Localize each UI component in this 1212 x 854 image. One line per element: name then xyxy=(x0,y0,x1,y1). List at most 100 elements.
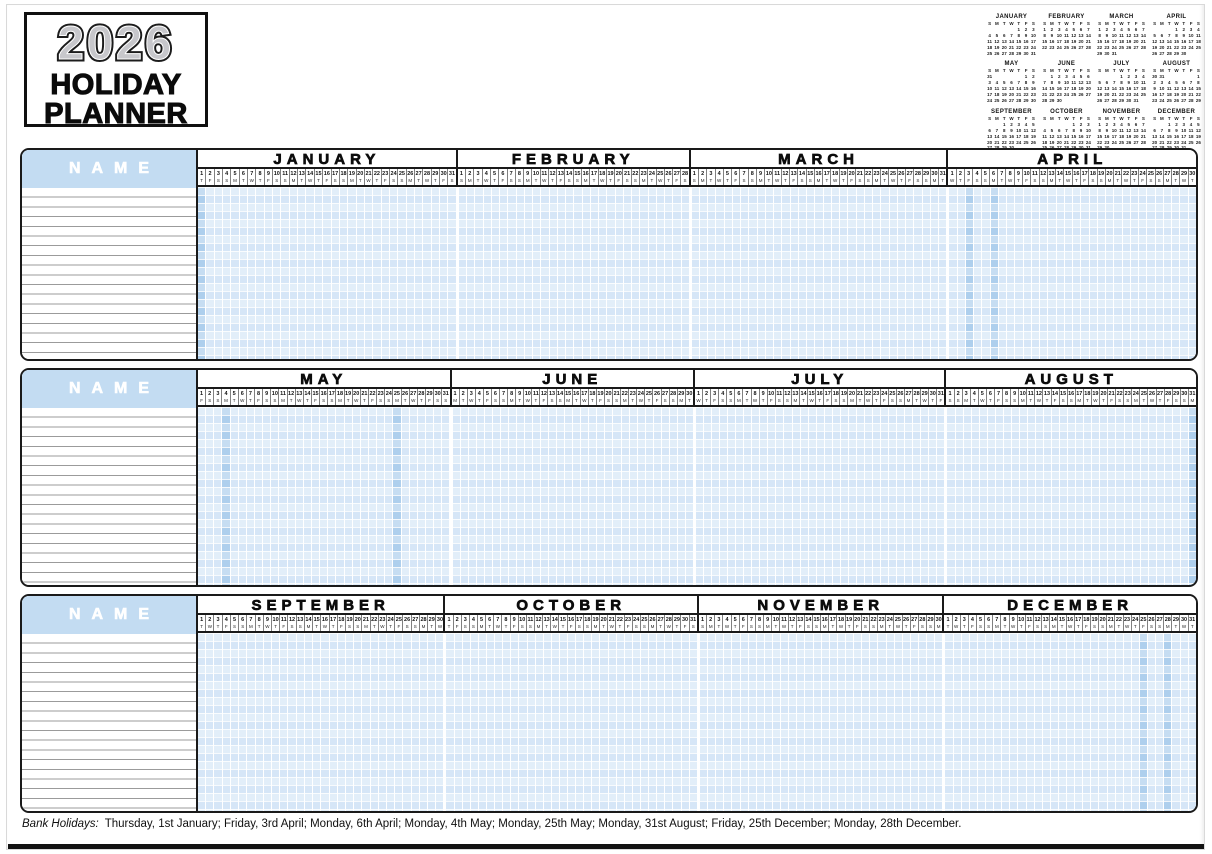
day-column[interactable] xyxy=(304,633,314,811)
day-column[interactable] xyxy=(1172,633,1181,811)
day-column[interactable] xyxy=(760,407,769,585)
day-column[interactable] xyxy=(700,633,709,811)
day-column[interactable] xyxy=(1188,633,1196,811)
day-column[interactable] xyxy=(223,187,232,359)
day-column[interactable] xyxy=(1031,187,1041,359)
day-column[interactable] xyxy=(1068,407,1077,585)
day-column[interactable] xyxy=(1116,407,1125,585)
day-column[interactable] xyxy=(565,407,574,585)
day-column[interactable] xyxy=(345,633,355,811)
day-column[interactable] xyxy=(495,633,504,811)
day-column[interactable] xyxy=(389,187,399,359)
day-column[interactable] xyxy=(214,407,223,585)
day-column[interactable] xyxy=(1163,187,1173,359)
day-column[interactable] xyxy=(406,187,415,359)
day-column[interactable] xyxy=(492,407,501,585)
day-column[interactable] xyxy=(470,633,479,811)
day-column[interactable] xyxy=(665,633,674,811)
day-column[interactable] xyxy=(1003,407,1012,585)
day-column[interactable] xyxy=(1011,407,1020,585)
day-column[interactable] xyxy=(1075,633,1084,811)
day-column[interactable] xyxy=(589,407,598,585)
day-column[interactable] xyxy=(500,407,509,585)
day-column[interactable] xyxy=(1114,187,1123,359)
day-column[interactable] xyxy=(331,187,340,359)
day-column[interactable] xyxy=(957,187,966,359)
day-column[interactable] xyxy=(483,187,492,359)
day-column[interactable] xyxy=(1026,633,1035,811)
day-column[interactable] xyxy=(1036,407,1045,585)
day-column[interactable] xyxy=(198,407,207,585)
day-column[interactable] xyxy=(320,407,329,585)
day-column[interactable] xyxy=(460,407,469,585)
day-column[interactable] xyxy=(1130,187,1140,359)
day-column[interactable] xyxy=(314,187,324,359)
day-column[interactable] xyxy=(1067,633,1076,811)
day-column[interactable] xyxy=(414,187,424,359)
day-column[interactable] xyxy=(313,633,322,811)
day-column[interactable] xyxy=(296,633,305,811)
day-column[interactable] xyxy=(306,187,315,359)
day-column[interactable] xyxy=(1052,407,1061,585)
day-column[interactable] xyxy=(732,633,741,811)
day-column[interactable] xyxy=(298,187,307,359)
day-column[interactable] xyxy=(508,407,517,585)
day-column[interactable] xyxy=(902,633,911,811)
day-column[interactable] xyxy=(248,187,257,359)
day-column[interactable] xyxy=(889,407,898,585)
day-column[interactable] xyxy=(607,187,616,359)
day-column[interactable] xyxy=(953,633,962,811)
day-column[interactable] xyxy=(535,633,544,811)
day-column[interactable] xyxy=(1155,187,1164,359)
day-column[interactable] xyxy=(1100,407,1109,585)
day-column[interactable] xyxy=(824,407,833,585)
day-column[interactable] xyxy=(881,187,890,359)
day-column[interactable] xyxy=(848,407,857,585)
day-column[interactable] xyxy=(910,633,919,811)
day-column[interactable] xyxy=(401,407,410,585)
day-column[interactable] xyxy=(935,633,943,811)
day-column[interactable] xyxy=(921,407,930,585)
day-column[interactable] xyxy=(653,407,662,585)
name-entry-lines[interactable] xyxy=(22,634,196,811)
day-column[interactable] xyxy=(428,633,437,811)
day-column[interactable] xyxy=(364,187,374,359)
day-column[interactable] xyxy=(336,407,345,585)
day-column[interactable] xyxy=(969,633,978,811)
day-column[interactable] xyxy=(913,407,922,585)
day-column[interactable] xyxy=(323,187,332,359)
day-column[interactable] xyxy=(381,187,390,359)
day-column[interactable] xyxy=(695,407,704,585)
day-column[interactable] xyxy=(985,633,995,811)
day-column[interactable] xyxy=(656,187,666,359)
day-column[interactable] xyxy=(669,407,678,585)
day-column[interactable] xyxy=(431,187,440,359)
day-column[interactable] xyxy=(862,633,871,811)
day-column[interactable] xyxy=(566,187,575,359)
day-column[interactable] xyxy=(1007,187,1016,359)
day-column[interactable] xyxy=(764,633,773,811)
day-column[interactable] xyxy=(246,407,255,585)
day-column[interactable] xyxy=(708,633,717,811)
day-column[interactable] xyxy=(728,407,737,585)
day-column[interactable] xyxy=(897,187,907,359)
day-column[interactable] xyxy=(508,187,517,359)
day-column[interactable] xyxy=(840,187,849,359)
day-column[interactable] xyxy=(945,633,954,811)
day-column[interactable] xyxy=(1064,187,1074,359)
day-column[interactable] xyxy=(813,633,822,811)
day-column[interactable] xyxy=(395,633,404,811)
day-column[interactable] xyxy=(239,187,249,359)
day-column[interactable] xyxy=(790,187,799,359)
day-column[interactable] xyxy=(362,633,371,811)
day-column[interactable] xyxy=(230,633,240,811)
day-column[interactable] xyxy=(782,187,791,359)
day-column[interactable] xyxy=(939,187,947,359)
day-column[interactable] xyxy=(1048,187,1057,359)
day-column[interactable] xyxy=(897,407,906,585)
day-column[interactable] xyxy=(475,187,484,359)
day-column[interactable] xyxy=(476,407,485,585)
day-column[interactable] xyxy=(328,407,337,585)
day-column[interactable] xyxy=(1002,633,1011,811)
day-column[interactable] xyxy=(239,633,248,811)
